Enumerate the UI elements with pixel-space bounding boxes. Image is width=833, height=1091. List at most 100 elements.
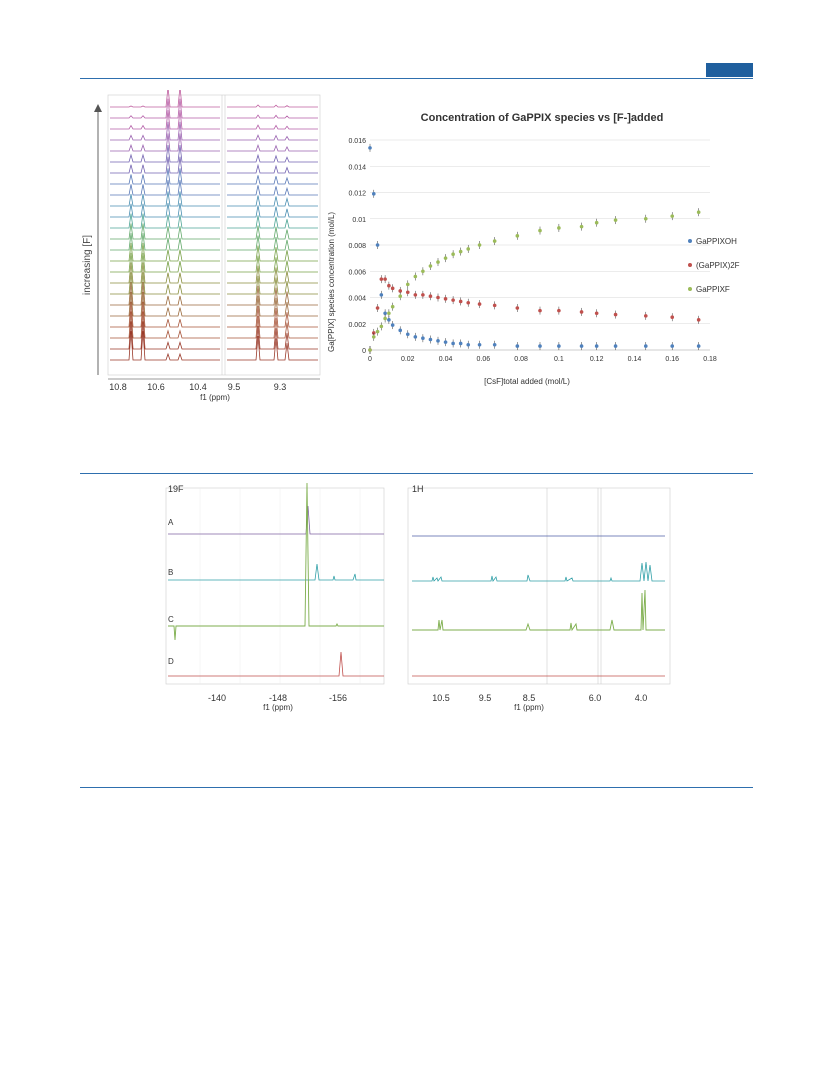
nmr-traces — [110, 90, 318, 361]
nmr-trace-right — [227, 335, 318, 361]
h1-tick-4.0: 4.0 — [635, 693, 648, 703]
f19-trace-label-a: A — [168, 518, 174, 527]
chart-ytick-label: 0.014 — [348, 164, 366, 171]
nmr-trace-right — [227, 163, 318, 174]
chart-point-0 — [670, 344, 675, 348]
f19-trace-c — [168, 482, 384, 641]
nmr-trace-left — [110, 233, 220, 251]
chart-point-1 — [383, 277, 387, 281]
legend-marker-2 — [688, 287, 692, 291]
chart-series — [368, 143, 701, 354]
concentration-chart: Concentration of GaPPIX species vs [F-]a… — [327, 112, 740, 386]
nmr-trace-left — [110, 191, 220, 207]
chart-ytick-label: 0.004 — [348, 296, 366, 303]
nmr-trace-left — [110, 203, 220, 218]
chart-point-1 — [670, 315, 675, 319]
chart-point-2 — [405, 282, 410, 287]
chart-point-0 — [579, 344, 584, 348]
chart-point-2 — [515, 234, 520, 238]
nmr-trace-right — [227, 325, 318, 350]
nmr-trace-left — [110, 168, 220, 185]
chart-point-1 — [379, 277, 384, 281]
chart-point-1 — [477, 302, 482, 306]
chart-point-0 — [368, 146, 372, 150]
chart-point-0 — [379, 293, 384, 297]
increasing-arrow-head — [94, 104, 102, 112]
nmr-trace-right — [227, 225, 318, 240]
nmr-trace-left — [110, 144, 220, 163]
f19-trace-label-b: B — [168, 568, 173, 577]
chart-xlabel: [CsF]total added (mol/L) — [484, 377, 570, 386]
chart-point-1 — [538, 308, 542, 313]
chart-xtick-label: 0.12 — [590, 356, 604, 363]
f19-nucleus-label: 19F — [168, 484, 184, 494]
chart-xtick-label: 0.04 — [439, 356, 453, 363]
nmr-trace-left — [110, 98, 220, 119]
nmr-trace-left — [110, 179, 220, 196]
nmr-trace-left — [110, 262, 220, 284]
chart-legend: GaPPIXOH (GaPPIX)2F GaPPIXF — [688, 237, 740, 294]
h1-tick-8.5: 8.5 — [523, 693, 536, 703]
legend-entry-gappixoh: GaPPIXOH — [696, 237, 737, 246]
chart-point-1 — [643, 314, 648, 318]
figure-1: increasing [F] 10.8 10.6 10.4 9.5 9.3 f1… — [82, 90, 740, 402]
nmr-trace-right — [227, 143, 318, 152]
legend-marker-0 — [688, 239, 692, 243]
chart-point-0 — [387, 318, 391, 322]
nmr-trace-left — [110, 291, 220, 317]
nmr-stack-axis-label: increasing [F] — [82, 235, 93, 295]
f19-trace-label-d: D — [168, 657, 174, 666]
nmr-trace-left — [110, 121, 220, 141]
nmr-trace-right — [227, 235, 318, 251]
nmr-tick-10.6: 10.6 — [147, 382, 165, 392]
nmr-trace-left — [110, 213, 220, 229]
chart-point-0 — [375, 243, 380, 247]
chart-point-2 — [398, 294, 403, 298]
chart-point-2 — [368, 348, 372, 352]
chart-point-2 — [421, 269, 425, 274]
section-rule-1 — [80, 473, 753, 474]
chart-point-0 — [466, 342, 471, 347]
chart-point-0 — [443, 340, 448, 344]
chart-xtick-label: 0.16 — [665, 356, 679, 363]
nmr-tick-10.4: 10.4 — [189, 382, 207, 392]
f19-tick-148: -148 — [269, 693, 287, 703]
chart-point-1 — [458, 299, 463, 304]
figure-2: 19F A B C D -140 -148 -156 f1 (ppm) 1H 1… — [165, 482, 671, 712]
nmr-trace-right — [227, 215, 318, 229]
chart-point-0 — [492, 342, 497, 347]
chart-point-1 — [413, 293, 418, 297]
legend-entry-gappix2f: (GaPPIX)2F — [696, 261, 740, 270]
chart-point-0 — [477, 342, 482, 347]
chart-point-1 — [443, 297, 448, 301]
h1-xlabel: f1 (ppm) — [514, 703, 544, 712]
chart-xtick-label: 0.02 — [401, 356, 415, 363]
chart-point-0 — [696, 344, 701, 348]
chart-point-0 — [413, 335, 418, 339]
chart-point-2 — [436, 260, 440, 264]
chart-ytick-label: 0.012 — [348, 191, 366, 198]
chart-point-1 — [579, 310, 584, 314]
chart-point-2 — [387, 311, 391, 316]
chart-xtick-label: 0.14 — [628, 356, 642, 363]
chart-point-2 — [375, 329, 380, 334]
chart-point-0 — [405, 332, 410, 337]
nmr-trace-left — [110, 90, 220, 108]
chart-point-1 — [405, 290, 410, 295]
h1-spectra-panel: 1H 10.5 9.5 8.5 6.0 4.0 f1 (ppm) — [407, 484, 671, 712]
nmr-trace-right — [227, 285, 318, 306]
chart-point-0 — [383, 311, 387, 316]
chart-point-1 — [451, 298, 455, 302]
nmr-trace-right — [227, 315, 318, 339]
chart-point-2 — [379, 324, 384, 329]
chart-point-2 — [613, 218, 618, 222]
chart-point-0 — [594, 344, 599, 348]
nmr-trace-right — [227, 295, 318, 317]
chart-point-2 — [643, 216, 648, 221]
chart-point-2 — [458, 249, 463, 254]
nmr-stack-panel: increasing [F] 10.8 10.6 10.4 9.5 9.3 f1… — [82, 90, 321, 402]
h1-nucleus-label: 1H — [412, 484, 424, 494]
chart-point-2 — [371, 335, 376, 339]
chart-xtick-label: 0.18 — [703, 356, 717, 363]
nmr-trace-right — [227, 195, 318, 207]
